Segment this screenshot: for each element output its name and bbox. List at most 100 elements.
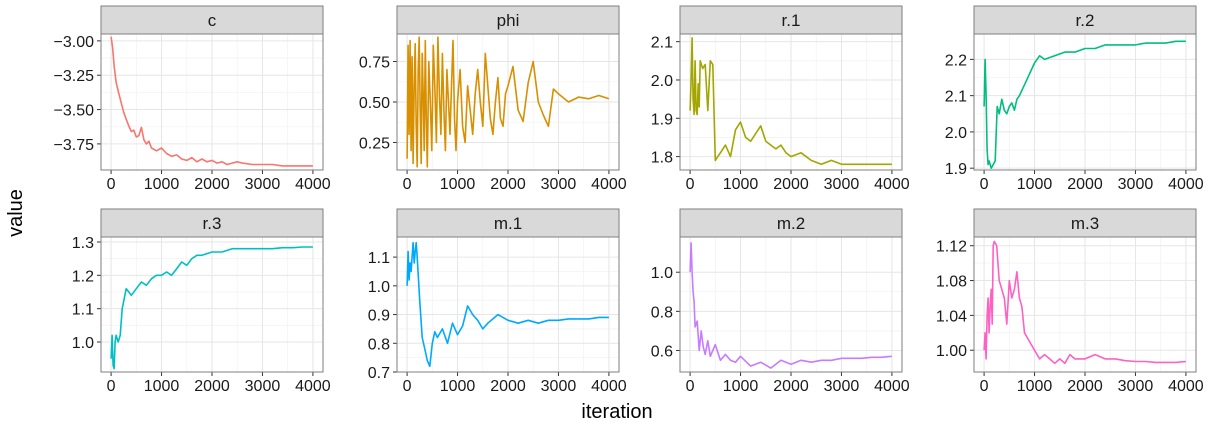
y-tick-label: 0.8 <box>651 304 673 321</box>
y-tick-label: −3.00 <box>54 34 95 51</box>
x-tick-label: 0 <box>403 176 412 193</box>
y-tick-label: 1.8 <box>651 150 673 167</box>
y-axis-title: value <box>5 189 27 237</box>
x-tick-label: 1000 <box>144 176 180 193</box>
panel-border <box>100 236 324 373</box>
x-tick-label: 0 <box>107 176 116 193</box>
facet-panel-r-2: r.2 0 1000 2000 3000 4000 1.9 2.0 2.1 2.2 <box>945 5 1204 193</box>
y-tick-label: 1.1 <box>72 302 94 319</box>
y-tick-label: 0.50 <box>359 95 390 112</box>
facet-strip <box>973 5 1197 35</box>
x-tick-label: 2000 <box>490 378 526 395</box>
y-tick-label: 1.0 <box>368 279 390 296</box>
facet-panel-m-1: m.1 0 1000 2000 3000 4000 0.7 0.8 0.9 1.0 1.1 <box>368 208 627 395</box>
x-tick-label: 2000 <box>773 378 809 395</box>
y-tick-label: 1.2 <box>72 268 94 285</box>
y-tick-label: 1.04 <box>936 308 967 325</box>
x-tick-label: 4000 <box>1168 378 1204 395</box>
x-tick-label: 0 <box>686 378 695 395</box>
x-tick-label: 1000 <box>723 378 759 395</box>
x-tick-label: 4000 <box>1168 176 1204 193</box>
x-tick-label: 3000 <box>1118 378 1154 395</box>
y-tick-label: 2.0 <box>945 125 967 142</box>
x-tick-label: 0 <box>403 378 412 395</box>
y-tick-label: 0.8 <box>368 336 390 353</box>
x-tick-label: 1000 <box>440 176 476 193</box>
panel-border <box>100 33 324 171</box>
x-tick-label: 1000 <box>440 378 476 395</box>
y-tick-label: −3.25 <box>54 68 95 85</box>
facet-strip <box>100 5 324 35</box>
y-tick-label: 1.9 <box>945 161 967 178</box>
facet-strip-label: phi <box>497 11 520 30</box>
facet-strip-label: m.2 <box>777 214 805 233</box>
x-tick-label: 4000 <box>591 176 627 193</box>
y-tick-label: 1.0 <box>651 265 673 282</box>
series-line-r-3 <box>110 246 313 370</box>
facet-strip <box>100 208 324 238</box>
x-tick-label: 3000 <box>824 378 860 395</box>
facet-panel-m-3: m.3 0 1000 2000 3000 4000 1.00 1.04 1.08 1.12 <box>936 208 1204 395</box>
x-tick-label: 2000 <box>1067 176 1103 193</box>
y-tick-label: 0.9 <box>368 308 390 325</box>
facet-strip-label: m.3 <box>1071 214 1099 233</box>
series-line-r-2 <box>983 40 1186 169</box>
facet-panel-m-2: m.2 0 1000 2000 3000 4000 0.6 0.8 1.0 <box>651 208 910 395</box>
facet-strip <box>679 5 903 35</box>
x-tick-label: 0 <box>107 378 116 395</box>
facet-strip <box>396 208 620 238</box>
facet-strip-label: m.1 <box>494 214 522 233</box>
series-line-m-1 <box>406 241 609 368</box>
panels-layer: c 0 1000 2000 3000 4000 −3.00 −3.25 −3.50 −3.75 ph… <box>54 5 1204 395</box>
x-tick-label: 1000 <box>1017 176 1053 193</box>
x-tick-label: 2000 <box>1067 378 1103 395</box>
facet-panel-phi: phi 0 1000 2000 3000 4000 0.25 0.50 0.75 <box>359 5 627 193</box>
x-tick-label: 0 <box>980 176 989 193</box>
x-tick-label: 4000 <box>874 378 910 395</box>
x-tick-label: 4000 <box>295 378 331 395</box>
series-line-r-1 <box>689 36 892 166</box>
x-tick-label: 4000 <box>591 378 627 395</box>
facet-strip <box>973 208 1197 238</box>
series-line-m-3 <box>983 240 1186 365</box>
y-tick-label: 0.7 <box>368 365 390 382</box>
y-tick-label: 1.1 <box>368 250 390 267</box>
x-tick-label: 2000 <box>490 176 526 193</box>
x-tick-label: 2000 <box>194 378 230 395</box>
y-tick-label: 1.12 <box>936 239 967 256</box>
x-tick-label: 4000 <box>295 176 331 193</box>
facet-strip <box>679 208 903 238</box>
y-tick-label: −3.75 <box>54 137 95 154</box>
facet-strip-label: c <box>208 11 217 30</box>
panel-border <box>679 236 903 373</box>
x-tick-label: 0 <box>980 378 989 395</box>
x-tick-label: 1000 <box>1017 378 1053 395</box>
y-tick-label: 2.2 <box>945 52 967 69</box>
x-tick-label: 3000 <box>245 378 281 395</box>
x-tick-label: 3000 <box>824 176 860 193</box>
panel-border <box>973 236 1197 373</box>
y-tick-label: 0.75 <box>359 55 390 72</box>
series-line-phi <box>406 36 610 168</box>
panel-border <box>396 33 620 171</box>
panel-border <box>396 236 620 373</box>
x-tick-label: 3000 <box>245 176 281 193</box>
y-tick-label: −3.50 <box>54 103 95 120</box>
facet-panel-c: c 0 1000 2000 3000 4000 −3.00 −3.25 −3.50 −3.75 <box>54 5 331 193</box>
y-tick-label: 2.0 <box>651 73 673 90</box>
x-tick-label: 1000 <box>144 378 180 395</box>
y-tick-label: 2.1 <box>651 35 673 52</box>
x-tick-label: 3000 <box>541 378 577 395</box>
x-axis-title: iteration <box>581 401 652 423</box>
x-tick-label: 3000 <box>1118 176 1154 193</box>
x-tick-label: 3000 <box>541 176 577 193</box>
y-tick-label: 1.9 <box>651 111 673 128</box>
y-tick-label: 1.0 <box>72 335 94 352</box>
facet-strip-label: r.1 <box>782 11 801 30</box>
panel-border <box>973 33 1197 171</box>
x-tick-label: 2000 <box>773 176 809 193</box>
series-line-c <box>110 36 313 167</box>
x-tick-label: 1000 <box>723 176 759 193</box>
facet-strip-label: r.3 <box>203 214 222 233</box>
